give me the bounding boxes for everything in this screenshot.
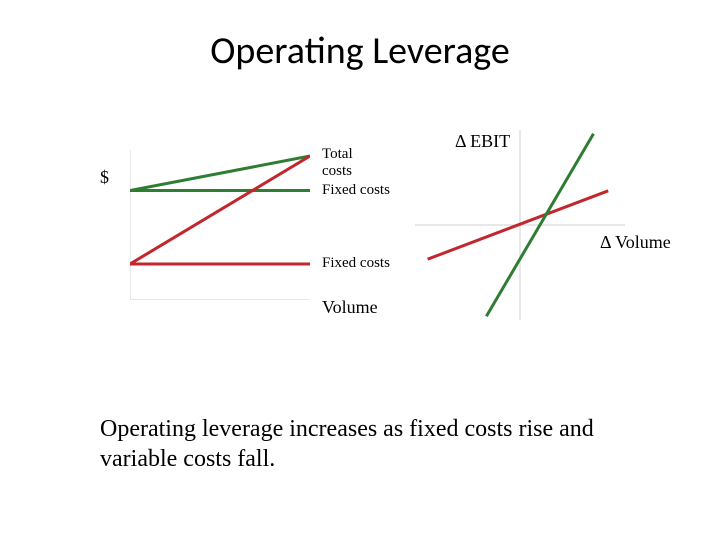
label-total-costs: Total costs <box>322 146 372 179</box>
left-chart-y-label: $ <box>100 168 109 188</box>
left-chart <box>130 150 310 300</box>
slide-title: Operating Leverage <box>0 28 720 74</box>
right-chart-x-label: Δ Volume <box>600 233 671 253</box>
label-fixed-costs-lower: Fixed costs <box>322 255 390 272</box>
label-fixed-costs-upper: Fixed costs <box>322 182 390 199</box>
right-chart-y-label: Δ EBIT <box>455 132 510 152</box>
slide: Operating Leverage $ Volume Total costs … <box>0 0 720 540</box>
left-chart-x-label: Volume <box>322 298 378 318</box>
right-chart <box>415 130 625 320</box>
caption-text: Operating leverage increases as fixed co… <box>100 414 630 474</box>
